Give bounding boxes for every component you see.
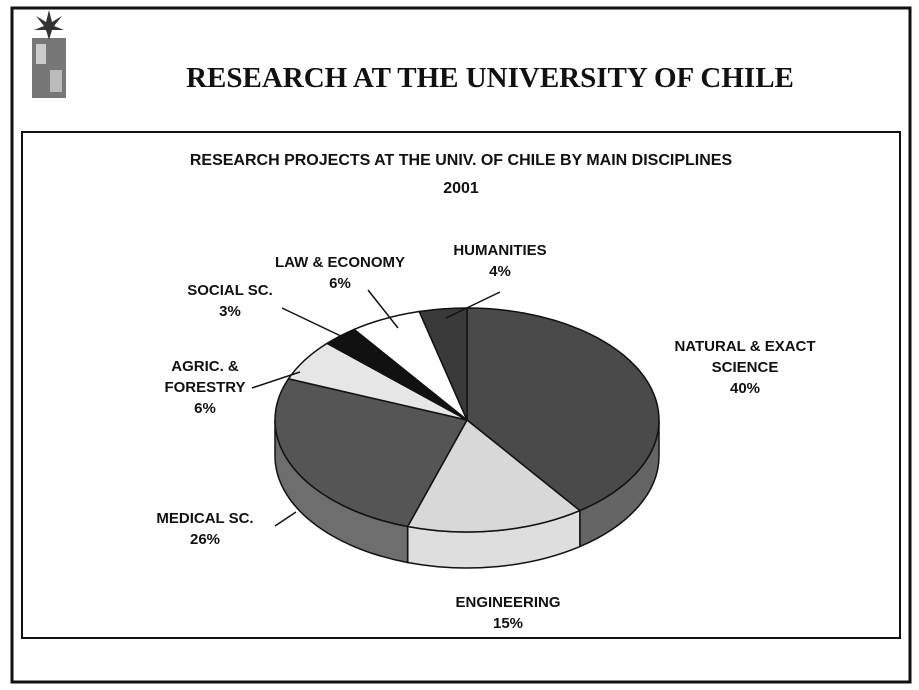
slice-value: 40% bbox=[729, 380, 761, 397]
slice-name: SOCIAL SC. bbox=[187, 282, 273, 299]
pie-slice bbox=[406, 418, 582, 533]
leader-line bbox=[281, 307, 346, 339]
page-title: RESEARCH AT THE UNIVERSITY OF CHILE bbox=[186, 62, 794, 94]
slice-label: ENGINEERING 15% bbox=[408, 592, 608, 634]
slice-label: HUMANITIES 4% bbox=[435, 240, 565, 282]
leader-line bbox=[445, 291, 501, 319]
slice-label: AGRIC. & FORESTRY 6% bbox=[150, 356, 260, 419]
chart-subtitle: 2001 bbox=[443, 180, 479, 197]
chart-frame bbox=[21, 131, 901, 639]
slice-name: ENGINEERING bbox=[455, 594, 561, 611]
slice-value: 3% bbox=[219, 303, 241, 320]
slice-name: NATURAL & EXACT SCIENCE bbox=[674, 338, 816, 376]
slice-value: 6% bbox=[329, 275, 351, 292]
slice-name: MEDICAL SC. bbox=[156, 510, 254, 527]
leader-line bbox=[274, 511, 297, 527]
leader-line bbox=[367, 289, 399, 329]
slice-label: SOCIAL SC. 3% bbox=[170, 280, 290, 322]
logo bbox=[32, 10, 66, 98]
pie-slice bbox=[274, 377, 469, 528]
slice-label: LAW & ECONOMY 6% bbox=[255, 252, 425, 294]
slice-value: 26% bbox=[189, 531, 221, 548]
slice-name: HUMANITIES bbox=[453, 242, 547, 259]
slice-value: 4% bbox=[489, 263, 511, 280]
pie-slice bbox=[466, 307, 660, 512]
slice-value: 6% bbox=[194, 400, 216, 417]
slice-name: LAW & ECONOMY bbox=[275, 254, 405, 271]
slice-label: NATURAL & EXACT SCIENCE 40% bbox=[670, 336, 820, 399]
slice-name: AGRIC. & FORESTRY bbox=[164, 358, 246, 396]
chart-title: RESEARCH PROJECTS AT THE UNIV. OF CHILE … bbox=[189, 152, 733, 169]
slice-label: MEDICAL SC. 26% bbox=[125, 508, 285, 550]
slide-border bbox=[10, 6, 912, 684]
slice-value: 15% bbox=[492, 615, 524, 632]
leader-line bbox=[251, 371, 301, 389]
